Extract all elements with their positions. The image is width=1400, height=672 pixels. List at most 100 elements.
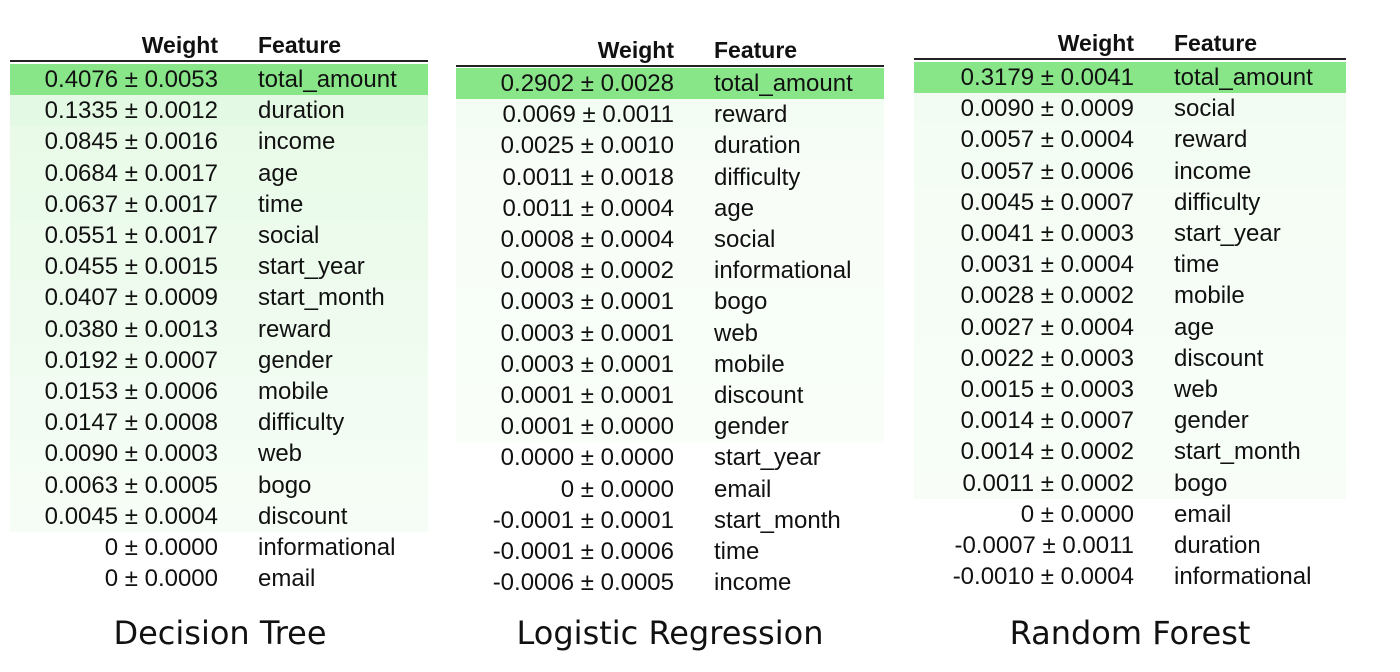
weight-cell: 0.0684 ± 0.0017: [44, 159, 218, 187]
table-body: 0.4076 ± 0.0053 total_amount 0.1335 ± 0.00…: [10, 64, 428, 594]
table-row: 0.0147 ± 0.0008 difficulty: [10, 407, 428, 439]
feature-cell: reward: [1174, 126, 1248, 154]
table-row: 0.0014 ± 0.0007 gender: [914, 405, 1346, 437]
weight-cell: 0.0001 ± 0.0001: [500, 382, 674, 410]
feature-cell: gender: [258, 346, 333, 374]
table-row: 0.1335 ± 0.0012 duration: [10, 95, 428, 127]
weight-cell: 0.0455 ± 0.0015: [44, 253, 218, 281]
feature-cell: income: [714, 569, 792, 597]
feature-cell: duration: [258, 97, 345, 125]
table-row: 0.0045 ± 0.0004 discount: [10, 500, 428, 533]
weight-cell: 0.0008 ± 0.0004: [500, 226, 674, 254]
random-forest-table: 0.3179 ± 0.0041 total_amount 0.0090 ± 0.00…: [914, 62, 1346, 592]
weight-cell: -0.0010 ± 0.0004: [952, 563, 1134, 591]
weight-cell: 0.0551 ± 0.0017: [44, 222, 218, 250]
decision-tree-caption: Decision Tree: [113, 614, 327, 652]
feature-cell: start_year: [258, 253, 365, 281]
weight-cell: 0.0014 ± 0.0007: [960, 407, 1134, 435]
feature-cell: age: [714, 194, 755, 222]
table-row: 0.0407 ± 0.0009 start_month: [10, 282, 428, 314]
weight-cell: 0.2902 ± 0.0028: [500, 70, 674, 97]
table-row: 0.0845 ± 0.0016 income: [10, 126, 428, 158]
decision-tree-table: 0.4076 ± 0.0053 total_amount 0.1335 ± 0.00…: [10, 64, 428, 594]
header-rule: [914, 58, 1346, 60]
feature-cell: bogo: [258, 471, 312, 499]
table-row: -0.0007 ± 0.0011 duration: [914, 530, 1346, 561]
weight-cell: 0.0011 ± 0.0004: [502, 194, 674, 222]
weight-cell: 0.0003 ± 0.0001: [500, 288, 674, 316]
weight-cell: 0.0045 ± 0.0004: [44, 502, 218, 530]
feature-header: Feature: [258, 32, 342, 58]
feature-cell: time: [714, 538, 760, 566]
feature-cell: age: [1174, 313, 1215, 341]
table-row: 0.0003 ± 0.0001 mobile: [456, 348, 884, 381]
feature-cell: age: [258, 159, 299, 187]
weight-cell: 0.0001 ± 0.0000: [500, 413, 674, 441]
weight-cell: 0.1335 ± 0.0012: [44, 97, 218, 125]
weight-cell: 0.0025 ± 0.0010: [500, 132, 674, 160]
table-row: 0.0090 ± 0.0009 social: [914, 93, 1346, 125]
weight-cell: 0.0637 ± 0.0017: [44, 190, 218, 218]
feature-cell: social: [714, 226, 776, 254]
feature-cell: start_year: [1174, 220, 1281, 248]
feature-cell: start_month: [258, 284, 385, 312]
weight-cell: 0.0192 ± 0.0007: [44, 346, 218, 374]
feature-cell: bogo: [1174, 469, 1228, 497]
feature-cell: informational: [1174, 563, 1312, 591]
weight-cell: 0 ± 0.0000: [560, 475, 674, 503]
feature-cell: web: [714, 319, 759, 347]
weight-cell: -0.0001 ± 0.0006: [492, 538, 674, 566]
feature-cell: total_amount: [714, 70, 853, 97]
table-row: 0.0153 ± 0.0006 mobile: [10, 376, 428, 408]
feature-cell: time: [1174, 251, 1220, 279]
table-row: 0.3179 ± 0.0041 total_amount: [914, 62, 1346, 94]
feature-cell: email: [1174, 500, 1232, 528]
weight-cell: 0.0063 ± 0.0005: [44, 471, 218, 499]
feature-cell: start_year: [714, 444, 821, 472]
table-row: 0.0027 ± 0.0004 age: [914, 311, 1346, 343]
feature-cell: social: [258, 222, 320, 250]
table-row: 0 ± 0.0000 informational: [10, 532, 428, 563]
feature-cell: start_month: [714, 506, 841, 534]
feature-cell: difficulty: [1174, 188, 1261, 216]
weight-cell: 0.0028 ± 0.0002: [960, 282, 1134, 310]
weight-cell: 0 ± 0.0000: [1020, 500, 1134, 528]
weight-cell: -0.0007 ± 0.0011: [954, 532, 1134, 560]
table-row: 0.0011 ± 0.0004 age: [456, 192, 884, 225]
feature-cell: discount: [1174, 344, 1264, 372]
weight-cell: 0.0003 ± 0.0001: [500, 319, 674, 347]
logistic-regression-table: 0.2902 ± 0.0028 total_amount 0.0069 ± 0.00…: [456, 68, 884, 598]
weight-cell: 0.4076 ± 0.0053: [44, 66, 218, 93]
weight-cell: 0.0090 ± 0.0009: [960, 95, 1134, 123]
feature-cell: mobile: [714, 350, 785, 378]
feature-cell: income: [258, 128, 336, 156]
table-row: 0.0090 ± 0.0003 web: [10, 438, 428, 470]
table-row: 0.0015 ± 0.0003 web: [914, 374, 1346, 406]
feature-cell: duration: [714, 132, 801, 160]
feature-header: Feature: [1174, 30, 1258, 56]
table-row: 0.0025 ± 0.0010 duration: [456, 130, 884, 162]
weight-cell: 0.0015 ± 0.0003: [960, 376, 1134, 404]
table-row: 0.0684 ± 0.0017 age: [10, 157, 428, 189]
feature-cell: difficulty: [258, 409, 345, 437]
feature-cell: gender: [1174, 407, 1249, 435]
feature-cell: difficulty: [714, 163, 801, 191]
feature-cell: total_amount: [258, 66, 397, 93]
weight-cell: 0.0031 ± 0.0004: [960, 251, 1134, 279]
table-row: 0.0057 ± 0.0004 reward: [914, 124, 1346, 156]
feature-cell: duration: [1174, 532, 1261, 560]
feature-cell: informational: [258, 534, 396, 562]
weight-header: Weight: [141, 32, 218, 58]
table-row: 0.0063 ± 0.0005 bogo: [10, 469, 428, 501]
table-row: 0.0003 ± 0.0001 bogo: [456, 286, 884, 318]
weight-cell: 0.0380 ± 0.0013: [44, 315, 218, 343]
feature-cell: discount: [714, 382, 804, 410]
table-row: 0.0011 ± 0.0002 bogo: [914, 467, 1346, 499]
weight-cell: 0.0045 ± 0.0007: [960, 188, 1134, 216]
table-row: 0.0031 ± 0.0004 time: [914, 249, 1346, 281]
feature-cell: total_amount: [1174, 64, 1313, 91]
weight-cell: 0.0022 ± 0.0003: [960, 344, 1134, 372]
table-row: 0.4076 ± 0.0053 total_amount: [10, 64, 428, 96]
feature-cell: income: [1174, 157, 1252, 185]
table-row: 0.0000 ± 0.0000 start_year: [456, 442, 884, 473]
